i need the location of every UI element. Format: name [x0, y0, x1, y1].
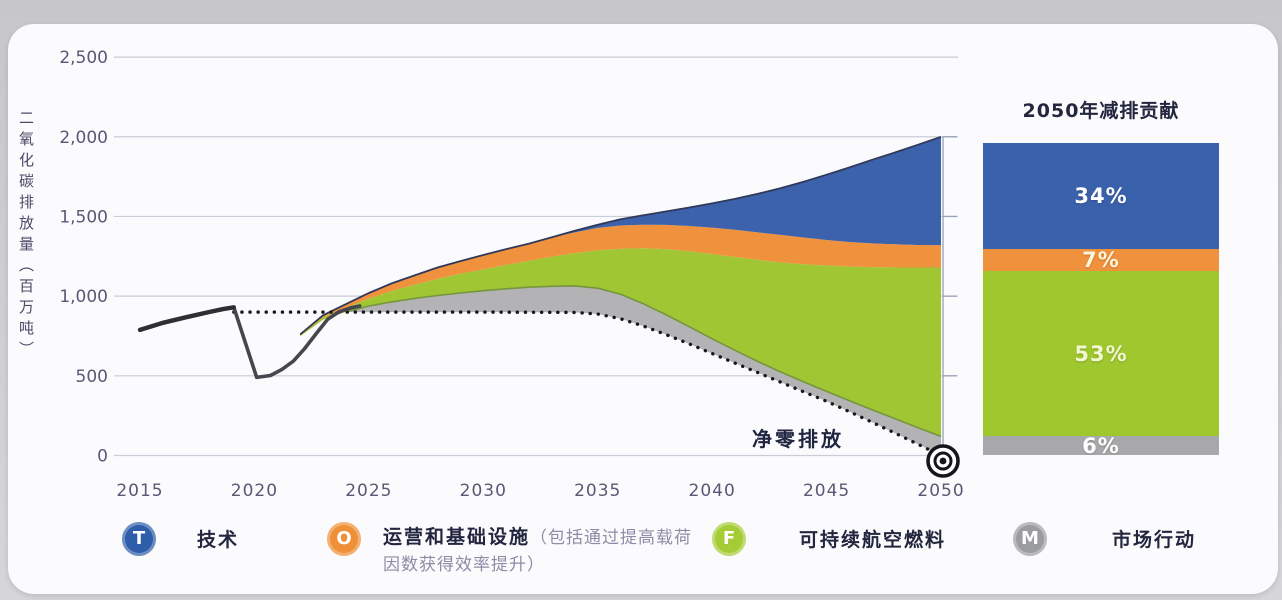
bullseye-center-dot — [939, 457, 947, 465]
baseline-growth-line — [299, 135, 942, 336]
x-tick-label: 2045 — [803, 481, 850, 501]
y-tick-label: 0 — [97, 447, 108, 467]
bar-panel-title: 2050年减排贡献 — [1022, 100, 1180, 122]
bar-segment-pct-label: 53% — [1074, 341, 1128, 366]
operations-legend-label-main: 运营和基础设施 — [383, 526, 531, 548]
historical-emissions-line — [137, 305, 237, 333]
y-tick-label: 2,000 — [59, 128, 108, 148]
bar-segment-pct-label: 34% — [1074, 184, 1128, 209]
saf-area — [300, 248, 941, 437]
bar-segment-pct-label: 7% — [1082, 248, 1120, 272]
x-tick-label: 2015 — [116, 481, 163, 501]
operations-legend-label: 运营和基础设施（包括通过提高载荷因数获得效率提升） — [383, 524, 699, 578]
net-zero-annotation: 净零排放 — [752, 427, 844, 451]
market-measures-area — [346, 285, 941, 456]
x-tick-label: 2050 — [917, 481, 964, 501]
bar-segment-operations: 7% — [983, 248, 1219, 272]
y-tick-label: 1,500 — [59, 207, 108, 227]
x-tick-label: 2040 — [689, 481, 736, 501]
x-tick-label: 2030 — [460, 481, 507, 501]
y-tick-label: 1,000 — [59, 287, 108, 307]
operations-legend-label-note: （包括通过提高载荷因数获得效率提升） — [383, 528, 693, 575]
saf-lower-edge — [345, 285, 942, 438]
stacked-contribution-bar: 34% 7% 53% 6% — [983, 143, 1219, 458]
bar-segment-saf: 53% — [983, 270, 1219, 437]
technology-area — [551, 136, 941, 246]
legend-letter: T — [132, 528, 146, 549]
saf-legend-label: 可持续航空燃料 — [799, 529, 947, 551]
technology-legend-label: 技术 — [197, 529, 240, 551]
operations-legend-icon: O — [327, 522, 361, 556]
y-axis-title: 二氧化碳排放量（百万吨） — [17, 110, 35, 362]
contribution-bar-panel: 2050年减排贡献 34% 7% 53% 6% — [983, 96, 1219, 458]
legend-letter: F — [722, 528, 736, 549]
x-tick-label: 2025 — [345, 481, 392, 501]
saf-legend-icon: F — [712, 522, 746, 556]
bar-segment-pct-label: 6% — [1082, 433, 1120, 458]
bar-segment-market: 6% — [983, 433, 1219, 458]
y-tick-label: 2,500 — [59, 48, 108, 68]
technology-legend-icon: T — [122, 522, 156, 556]
x-tick-label: 2035 — [574, 481, 621, 501]
market-legend-icon: M — [1013, 522, 1047, 556]
legend-letter: O — [336, 528, 352, 549]
market-legend-label: 市场行动 — [1112, 529, 1197, 551]
y-tick-label: 500 — [76, 367, 108, 387]
x-tick-label: 2020 — [231, 481, 278, 501]
operations-area — [300, 224, 941, 336]
bar-segment-technology: 34% — [983, 143, 1219, 250]
legend-letter: M — [1021, 528, 1039, 549]
covid-recovery-line — [232, 304, 362, 380]
net-zero-dotted-line — [232, 310, 943, 458]
